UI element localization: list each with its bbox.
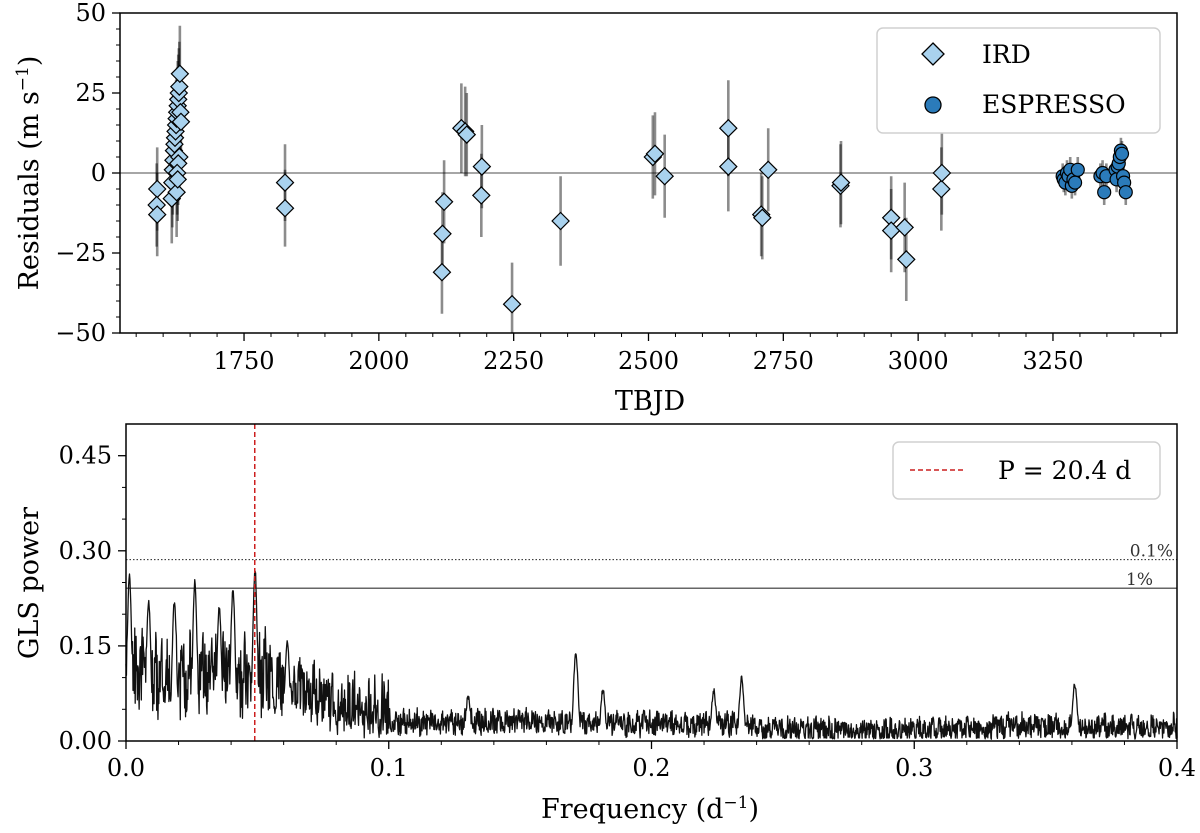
legend-marker-ird	[921, 42, 945, 66]
y-axis-label: Residuals (m s−1)	[13, 56, 45, 291]
y-ticks: −50 −25 0 25 50	[55, 0, 120, 347]
x-tick-label: 0.3	[895, 754, 933, 782]
data-point-ird	[275, 198, 295, 218]
x-tick-label: 0.4	[1158, 754, 1196, 782]
y-axis-label: GLS power	[14, 507, 45, 659]
data-point-ird	[457, 125, 477, 144]
data-point-ird	[752, 208, 772, 228]
data-point-espresso	[1114, 146, 1130, 161]
threshold-label-1pct: 1%	[1126, 570, 1153, 590]
data-point-ird	[502, 294, 522, 314]
data-point-espresso	[1097, 185, 1112, 200]
y-tick-label: 50	[75, 0, 106, 27]
x-tick-label: 2250	[483, 347, 544, 375]
x-tick-label: 2500	[618, 347, 679, 375]
y-tick-label: 0.45	[59, 442, 112, 470]
data-point-ird	[932, 163, 952, 183]
data-point-ird	[171, 112, 191, 132]
legend: IRD ESPRESSO	[876, 27, 1161, 134]
data-point-ird	[931, 179, 951, 199]
legend: P = 20.4 d	[892, 441, 1161, 500]
y-tick-label: 0	[91, 159, 106, 187]
data-point-espresso	[1067, 175, 1083, 190]
data-point-ird	[655, 166, 675, 186]
legend-label-period: P = 20.4 d	[998, 456, 1131, 485]
x-ticks: 1750 2000 2250 2500 2750 3000 3250	[135, 333, 1162, 375]
data-point-ird	[167, 182, 186, 202]
data-point-ird	[170, 64, 190, 84]
x-tick-label: 3000	[888, 347, 949, 375]
data-point-ird	[169, 77, 189, 96]
y-tick-label: −25	[55, 239, 106, 267]
y-tick-label: 0.15	[59, 632, 112, 660]
data-point-espresso	[1118, 185, 1133, 200]
data-points	[147, 64, 1133, 314]
periodogram-line	[125, 569, 1178, 740]
data-point-ird	[718, 118, 738, 138]
data-point-ird	[718, 157, 738, 176]
x-tick-label: 0.0	[107, 754, 145, 782]
y-tick-label: 0.00	[59, 727, 112, 755]
x-tick-label: 3250	[1022, 347, 1083, 375]
threshold-label-0.1pct: 0.1%	[1130, 542, 1173, 562]
y-tick-label: −50	[55, 319, 106, 347]
data-point-ird	[831, 173, 851, 192]
legend-marker-espresso	[924, 96, 942, 114]
data-point-ird	[758, 160, 778, 180]
x-tick-label: 2750	[753, 347, 814, 375]
residuals-panel: 1750 2000 2250 2500 2750 3000 3250 −50 −25 0 25 50…	[13, 0, 1178, 417]
x-tick-label: 2000	[348, 347, 409, 375]
data-point-ird	[881, 221, 901, 240]
data-point-ird	[434, 192, 454, 212]
x-axis-label: Frequency (d−1)	[541, 793, 759, 825]
data-point-ird	[168, 170, 188, 189]
data-point-ird	[895, 218, 915, 237]
legend-box	[892, 441, 1161, 500]
data-point-ird	[645, 144, 665, 164]
legend-label-espresso: ESPRESSO	[982, 90, 1126, 119]
data-point-ird	[472, 157, 492, 176]
periodogram-panel: 0.1% 1% 0.0 0.1 0.2 0.3 0.4 0.00 0.15 0.30 0.45…	[14, 423, 1196, 825]
data-point-ird	[147, 179, 167, 199]
data-point-ird	[471, 186, 491, 205]
data-point-ird	[147, 205, 167, 224]
y-ticks: 0.00 0.15 0.30 0.45	[59, 442, 126, 755]
data-point-espresso	[1070, 162, 1085, 177]
data-point-ird	[896, 250, 916, 269]
data-point-ird	[551, 211, 570, 231]
data-point-ird	[433, 224, 452, 244]
x-tick-label: 0.2	[632, 754, 670, 782]
y-tick-label: 25	[75, 79, 106, 107]
data-point-ird	[432, 262, 452, 282]
x-tick-label: 0.1	[370, 754, 408, 782]
x-ticks: 0.0 0.1 0.2 0.3 0.4	[107, 741, 1196, 782]
data-point-ird	[275, 173, 295, 192]
x-axis-label: TBJD	[615, 386, 685, 417]
y-tick-label: 0.30	[59, 537, 112, 565]
legend-box	[876, 27, 1161, 134]
x-tick-label: 1750	[213, 347, 274, 375]
legend-label-ird: IRD	[982, 40, 1031, 69]
